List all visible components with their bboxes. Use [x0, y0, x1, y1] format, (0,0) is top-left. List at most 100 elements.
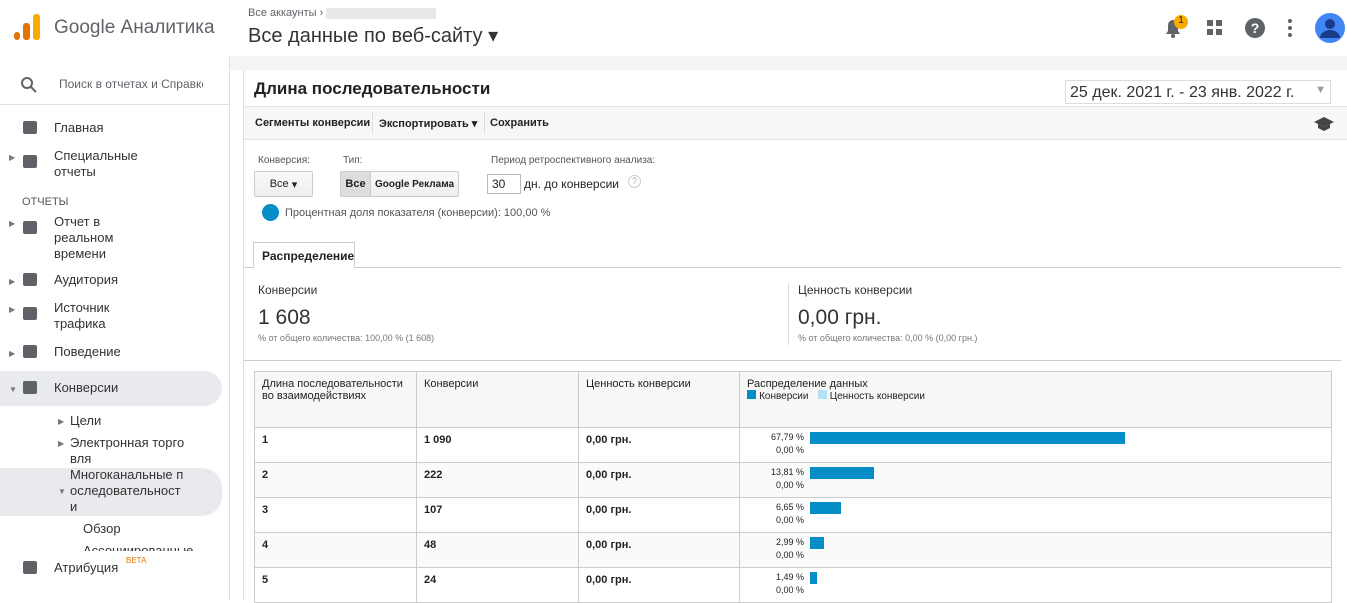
nav-subitem[interactable]: Ассоциированные конверсии — [83, 543, 193, 551]
nav-item[interactable]: Атрибуция — [54, 560, 119, 575]
expand-arrow: ▶ — [9, 349, 16, 358]
nav-subitem[interactable]: Электронная торговля — [70, 435, 185, 466]
report-title: Длина последовательности — [254, 79, 491, 98]
conversion-bar — [810, 537, 824, 549]
nav-item[interactable]: Отчет в реальном времени — [54, 214, 114, 261]
breadcrumb[interactable]: Все аккаунты › — [248, 7, 437, 19]
notifications[interactable] — [1160, 14, 1192, 42]
nav-subitem[interactable]: Обзор — [83, 521, 121, 536]
distribution-cell: 2,99 % 0,00 % — [739, 532, 1332, 568]
table-row: 5 24 0,00 грн. 1,49 % 0,00 % — [254, 567, 1332, 603]
lookback-suffix: дн. до конверсии — [524, 177, 619, 191]
summary-label: Ценность конверсии — [798, 283, 913, 297]
summary-note: % от общего количества: 100,00 % (1 608) — [258, 333, 435, 343]
nav-icon — [23, 307, 37, 320]
table-row: 2 222 0,00 грн. 13,81 % 0,00 % — [254, 462, 1332, 498]
nav-highlight — [0, 371, 222, 406]
filter-label: Тип: — [343, 155, 363, 166]
type-ads[interactable]: Google Реклама — [370, 171, 459, 197]
table-row: 4 48 0,00 грн. 2,99 % 0,00 % — [254, 532, 1332, 568]
table-cell: 3 — [254, 497, 417, 533]
distribution-cell: 67,79 % 0,00 % — [739, 427, 1332, 463]
conversion-bar — [810, 502, 841, 514]
toolbar-button[interactable]: Сегменты конверсии — [255, 117, 371, 129]
nav-section: ОТЧЕТЫ — [22, 196, 69, 208]
help-icon[interactable]: ? — [1244, 17, 1266, 39]
filter-label: Конверсия: — [258, 155, 311, 166]
more-icon[interactable] — [1287, 18, 1293, 38]
nav-item[interactable]: Аудитория — [54, 272, 119, 287]
select-text[interactable]: Все — [269, 178, 289, 190]
nav-icon — [23, 381, 37, 394]
column-header: Ценность конверсии — [586, 378, 691, 390]
logo — [14, 14, 40, 40]
distribution-cell: 6,65 % 0,00 % — [739, 497, 1332, 533]
report — [243, 70, 1347, 601]
expand-arrow: ▶ — [58, 439, 65, 448]
nav-subitem[interactable]: Цели — [70, 413, 102, 428]
lookback-input[interactable]: 30 — [487, 174, 521, 194]
nav-icon — [23, 155, 37, 168]
top-bar: Google Аналитика Все аккаунты › Все данн… — [0, 0, 1347, 56]
nav-item[interactable]: Источник трафика — [54, 300, 110, 331]
date-text[interactable]: 25 дек. 2021 г. - 23 янв. 2022 г. — [1070, 84, 1295, 101]
expand-arrow: ▶ — [9, 153, 16, 162]
tab[interactable]: Распределение — [253, 242, 355, 268]
share-label: 0,00 % — [775, 445, 804, 455]
conversion-bar — [810, 432, 1126, 444]
search-icon — [21, 77, 37, 93]
table-cell: 222 — [416, 462, 579, 498]
date-range[interactable]: 25 дек. 2021 г. - 23 янв. 2022 г. ▼ — [1065, 80, 1331, 104]
table-cell: 0,00 грн. — [578, 532, 740, 568]
summary-value: 0,00 грн. — [798, 306, 882, 329]
table-cell: 107 — [416, 497, 579, 533]
nav-subitem[interactable]: Многоканальные последовательности — [70, 467, 184, 514]
filter-label: Период ретроспективного анализа: — [491, 155, 656, 166]
share-label: 0,00 % — [775, 585, 804, 595]
conversion-bar — [810, 467, 875, 479]
distribution-cell: 1,49 % 0,00 % — [739, 567, 1332, 603]
nav-highlight — [0, 468, 222, 516]
nav-icon — [23, 121, 37, 134]
breadcrumb-text[interactable]: Все аккаунты — [248, 7, 317, 19]
expand-arrow: ▶ — [9, 277, 16, 286]
nav-icon — [23, 221, 37, 234]
share-label: 13,81 % — [770, 467, 804, 477]
notification-count: 1 — [1178, 15, 1184, 26]
product-name: Google Аналитика — [54, 17, 215, 38]
nav-icon — [23, 561, 37, 574]
share-label: 2,99 % — [775, 537, 804, 547]
conversion-select[interactable]: Все ▾ — [254, 171, 313, 197]
table-cell: 2 — [254, 462, 417, 498]
legend-item: Ценность конверсии — [829, 391, 925, 402]
toolbar-button[interactable]: Экспортировать ▾ — [379, 118, 478, 130]
sidebar: Поиск в отчетах и Справке Главная Специал… — [0, 56, 230, 601]
expand-arrow: ▶ — [58, 417, 65, 426]
table-cell: 5 — [254, 567, 417, 603]
nav-item[interactable]: Специальные отчеты — [54, 148, 138, 179]
table-cell: 24 — [416, 567, 579, 603]
type-all[interactable]: Все — [340, 171, 371, 197]
apps-icon[interactable] — [1207, 20, 1223, 36]
view-selector[interactable]: Все данные по веб-сайту ▾ — [248, 25, 499, 47]
share-text: Процентная доля показателя (конверсии): … — [285, 207, 551, 219]
toolbar-button[interactable]: Сохранить — [490, 117, 549, 129]
expand-arrow: ▶ — [9, 219, 16, 228]
nav-item[interactable]: Поведение — [54, 344, 121, 359]
nav-item[interactable]: Главная — [54, 120, 104, 135]
academy-icon[interactable] — [1314, 117, 1334, 131]
nav-item[interactable]: Конверсии — [54, 380, 119, 395]
search-input[interactable]: Поиск в отчетах и Справке — [59, 77, 203, 91]
toolbar-text[interactable]: Экспортировать — [379, 118, 469, 130]
avatar[interactable] — [1315, 13, 1345, 43]
distribution-cell: 13,81 % 0,00 % — [739, 462, 1332, 498]
metric-dot — [262, 204, 279, 221]
table-cell: 48 — [416, 532, 579, 568]
view-name[interactable]: Все данные по веб-сайту — [248, 25, 483, 47]
table-cell: 0,00 грн. — [578, 462, 740, 498]
expand-arrow: ▼ — [9, 385, 17, 394]
legend-item: Конверсии — [759, 391, 809, 402]
table-cell: 0,00 грн. — [578, 427, 740, 463]
table-cell: 4 — [254, 532, 417, 568]
